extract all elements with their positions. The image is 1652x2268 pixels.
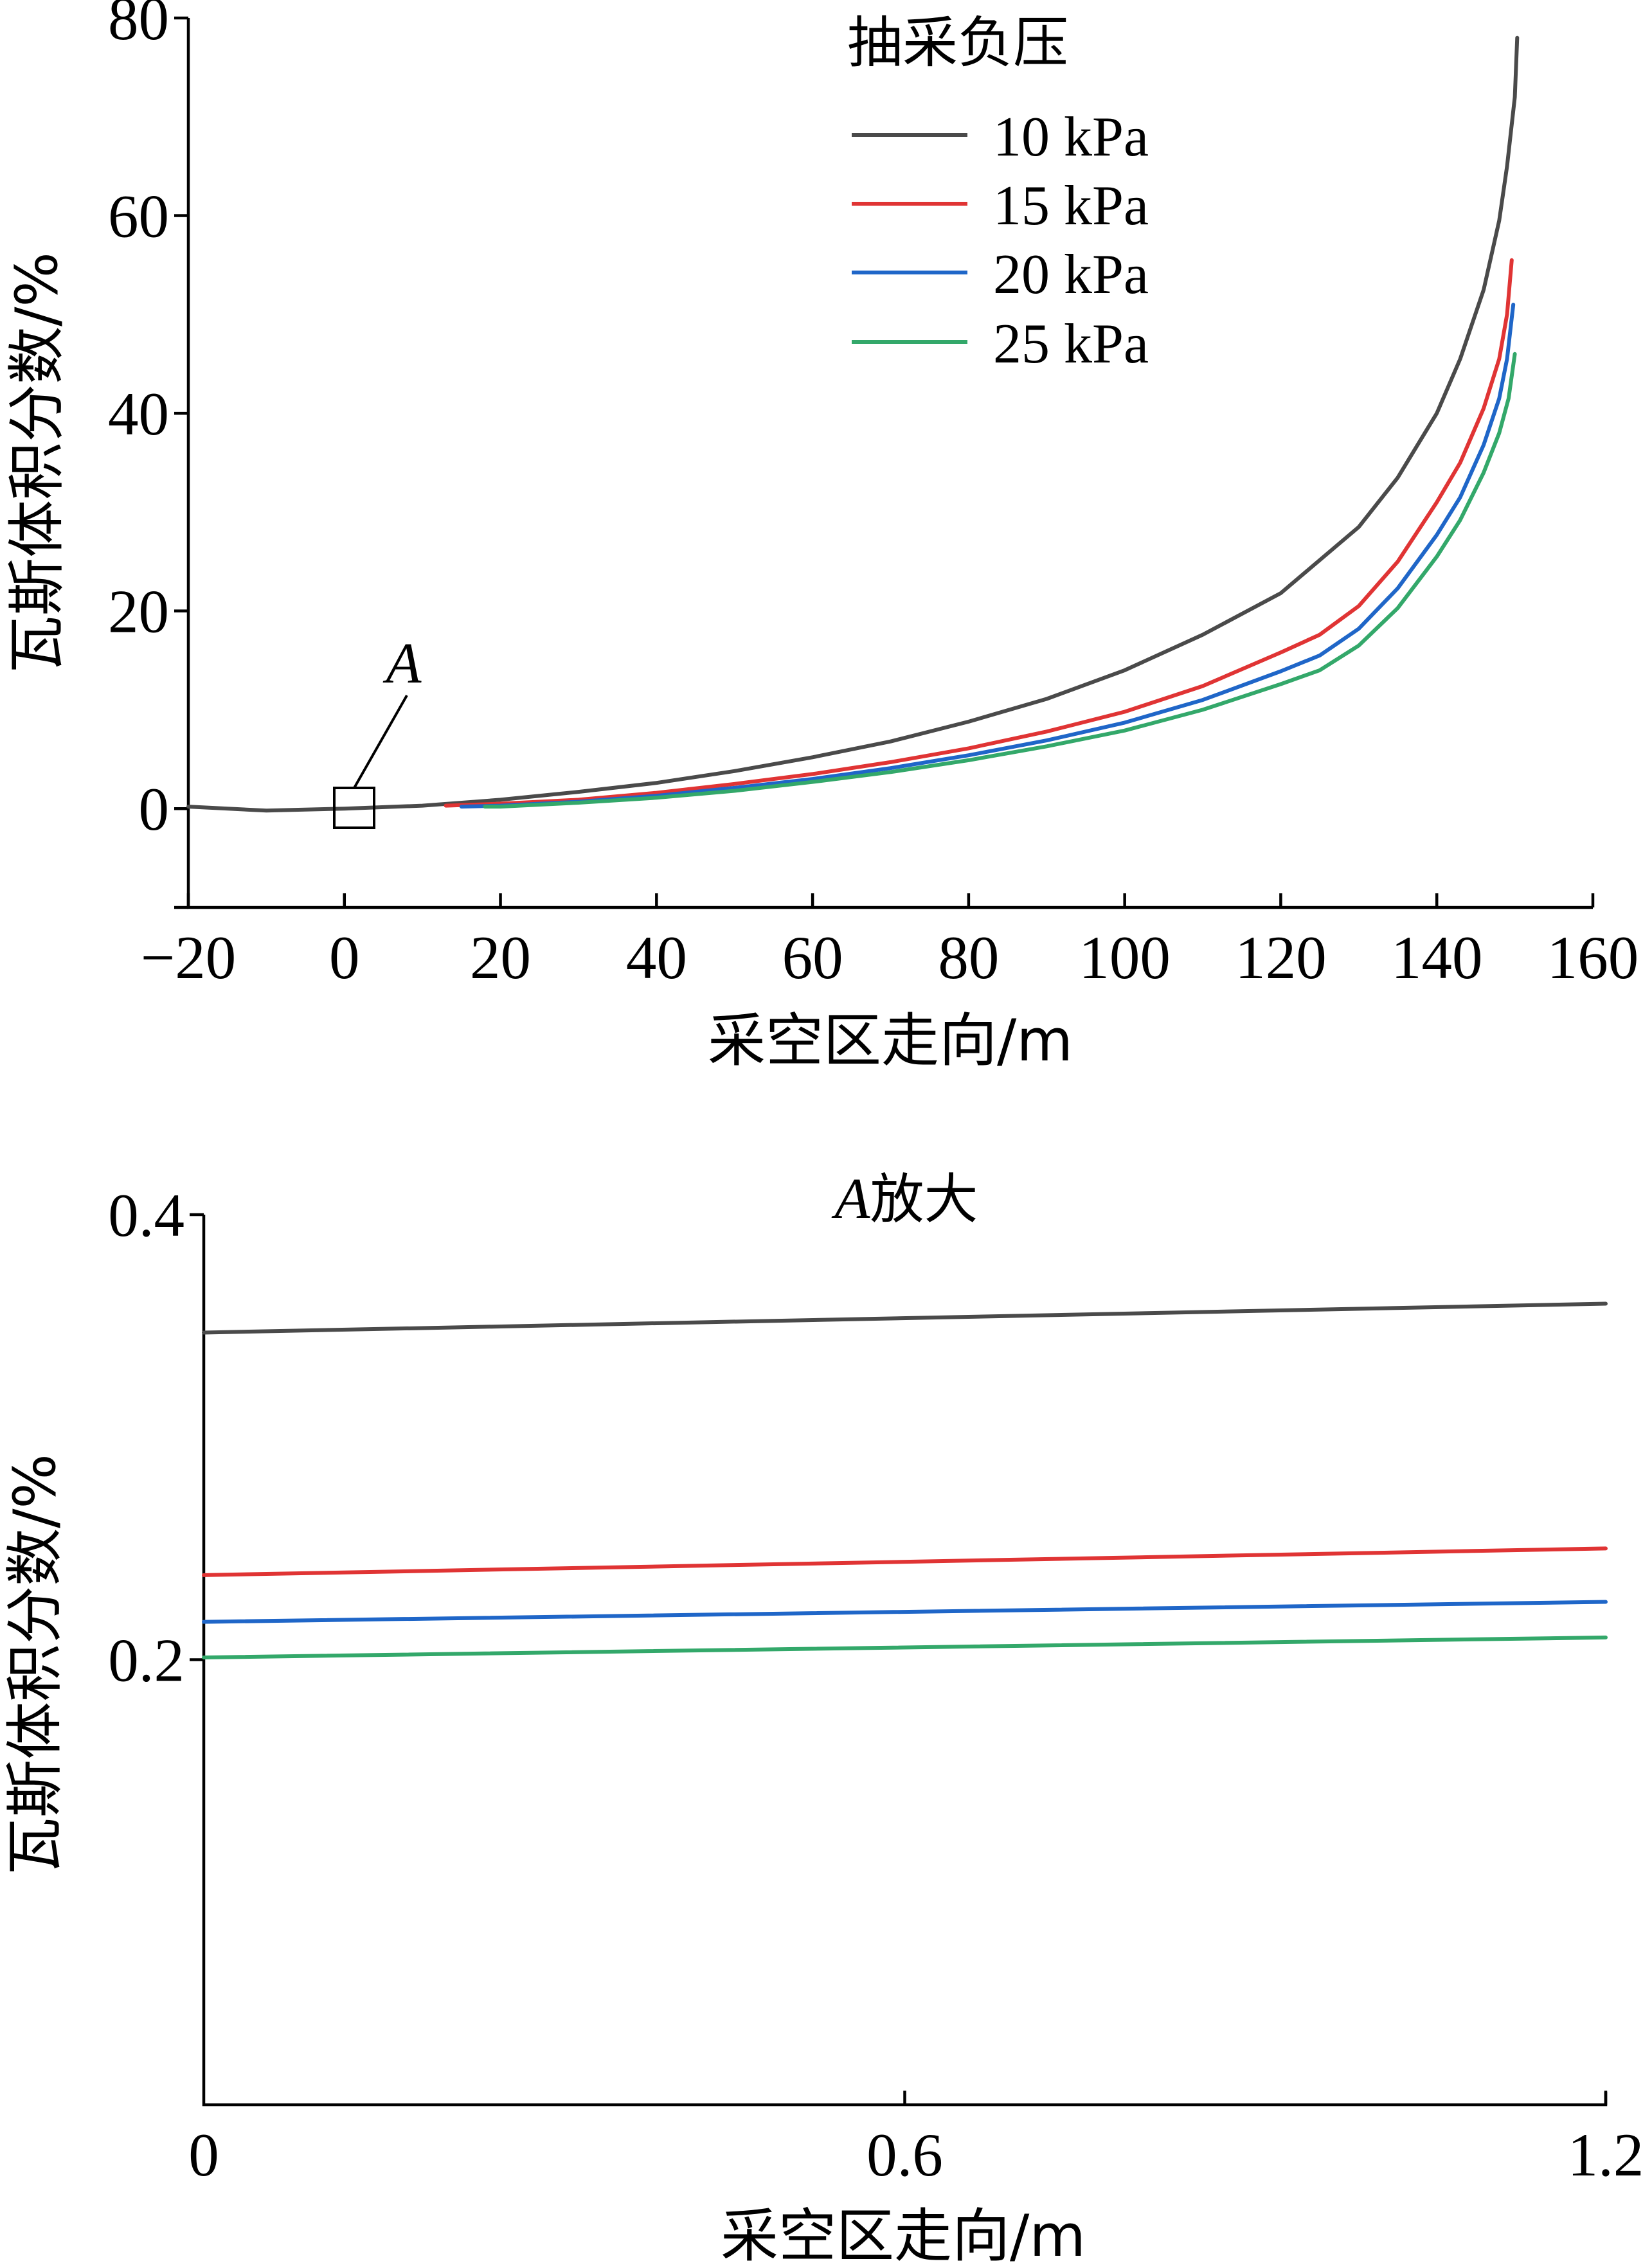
main-chart-series bbox=[186, 35, 1520, 813]
zoom-chart-series-20-kpa bbox=[202, 1600, 1608, 1624]
legend-label-25-kpa: 25 kPa bbox=[993, 313, 1149, 375]
zoom-chart-x-axis-title: 采空区走向/m bbox=[721, 2202, 1086, 2268]
main-chart-x-axis-title: 采空区走向/m bbox=[708, 1007, 1073, 1075]
main-chart: −20 0 20 40 60 80 100 120 140 160 0 20 40 60 80 采空区走向/… bbox=[3, 0, 1639, 1075]
zoom-chart-y-tick-label-0-4: 0.4 bbox=[108, 1181, 184, 1249]
main-chart-ticks: −20 0 20 40 60 80 100 120 140 160 0 20 40 60 80 bbox=[108, 0, 1639, 992]
main-chart-x-tick-label-120: 120 bbox=[1235, 924, 1327, 992]
zoom-chart-axes bbox=[202, 1215, 1608, 2107]
zoom-chart-title-rest: 放大 bbox=[870, 1168, 978, 1231]
zoom-chart-x-tick-label-0-6: 0.6 bbox=[866, 2121, 943, 2189]
zoom-chart-y-tick-label-0-2: 0.2 bbox=[108, 1627, 184, 1695]
main-chart-series-25-kpa bbox=[483, 352, 1517, 809]
main-chart-x-tick-label-60: 60 bbox=[782, 924, 843, 992]
main-chart-y-tick-label-40: 40 bbox=[108, 380, 169, 448]
main-chart-y-tick-label-80: 80 bbox=[108, 0, 169, 53]
zoom-chart-series-25-kpa bbox=[202, 1635, 1608, 1659]
legend-label-20-kpa: 20 kPa bbox=[993, 244, 1149, 306]
zoom-chart-title-italic: A bbox=[832, 1167, 871, 1231]
main-chart-x-tick-label-140: 140 bbox=[1391, 924, 1483, 992]
main-chart-y-axis-title: 瓦斯体积分数/% bbox=[3, 252, 71, 674]
main-chart-series-20-kpa bbox=[459, 303, 1516, 809]
main-chart-series-10-kpa bbox=[186, 35, 1520, 813]
main-chart-x-tick-label-0: 0 bbox=[329, 924, 360, 992]
main-chart-x-tick-label-40: 40 bbox=[626, 924, 687, 992]
zoom-chart-series-10-kpa bbox=[202, 1301, 1608, 1335]
annotation-a-leader bbox=[353, 695, 408, 789]
main-chart-x-tick-label-20: −20 bbox=[141, 924, 237, 992]
main-chart-axes bbox=[186, 18, 1593, 909]
zoom-chart-series-15-kpa bbox=[202, 1546, 1608, 1577]
main-chart-y-tick-label-60: 60 bbox=[108, 183, 169, 251]
zoom-chart: A放大 0 0.6 1.2 0.2 0.4 采空区走向/m 瓦斯体积分数/% bbox=[1, 1167, 1644, 2268]
zoom-chart-x-tick-label-1-2: 1.2 bbox=[1568, 2121, 1644, 2189]
zoom-chart-series bbox=[202, 1301, 1608, 1659]
zoom-chart-x-tick-label-0: 0 bbox=[188, 2121, 219, 2189]
main-chart-x-tick-label-100: 100 bbox=[1079, 924, 1171, 992]
zoom-chart-ticks: 0 0.6 1.2 0.2 0.4 bbox=[108, 1181, 1644, 2189]
main-chart-series-15-kpa bbox=[444, 258, 1514, 808]
main-chart-y-tick-label-20: 20 bbox=[108, 578, 169, 646]
annotation-a-label: A bbox=[383, 632, 422, 695]
legend-title: 抽采负压 bbox=[847, 11, 1068, 75]
main-chart-x-tick-label-160: 160 bbox=[1547, 924, 1639, 992]
annotation-a: A bbox=[333, 632, 422, 829]
legend-label-15-kpa: 15 kPa bbox=[993, 175, 1149, 237]
legend-label-10-kpa: 10 kPa bbox=[993, 106, 1149, 168]
main-chart-x-tick-label-80: 80 bbox=[938, 924, 999, 992]
main-chart-x-tick-label-20: 20 bbox=[470, 924, 531, 992]
legend: 抽采负压 10 kPa 15 kPa 20 kPa 25 kPa bbox=[847, 11, 1149, 375]
zoom-chart-y-axis-title: 瓦斯体积分数/% bbox=[1, 1454, 69, 1875]
zoom-chart-title: A放大 bbox=[832, 1167, 978, 1231]
main-chart-y-tick-label-0: 0 bbox=[139, 775, 170, 843]
